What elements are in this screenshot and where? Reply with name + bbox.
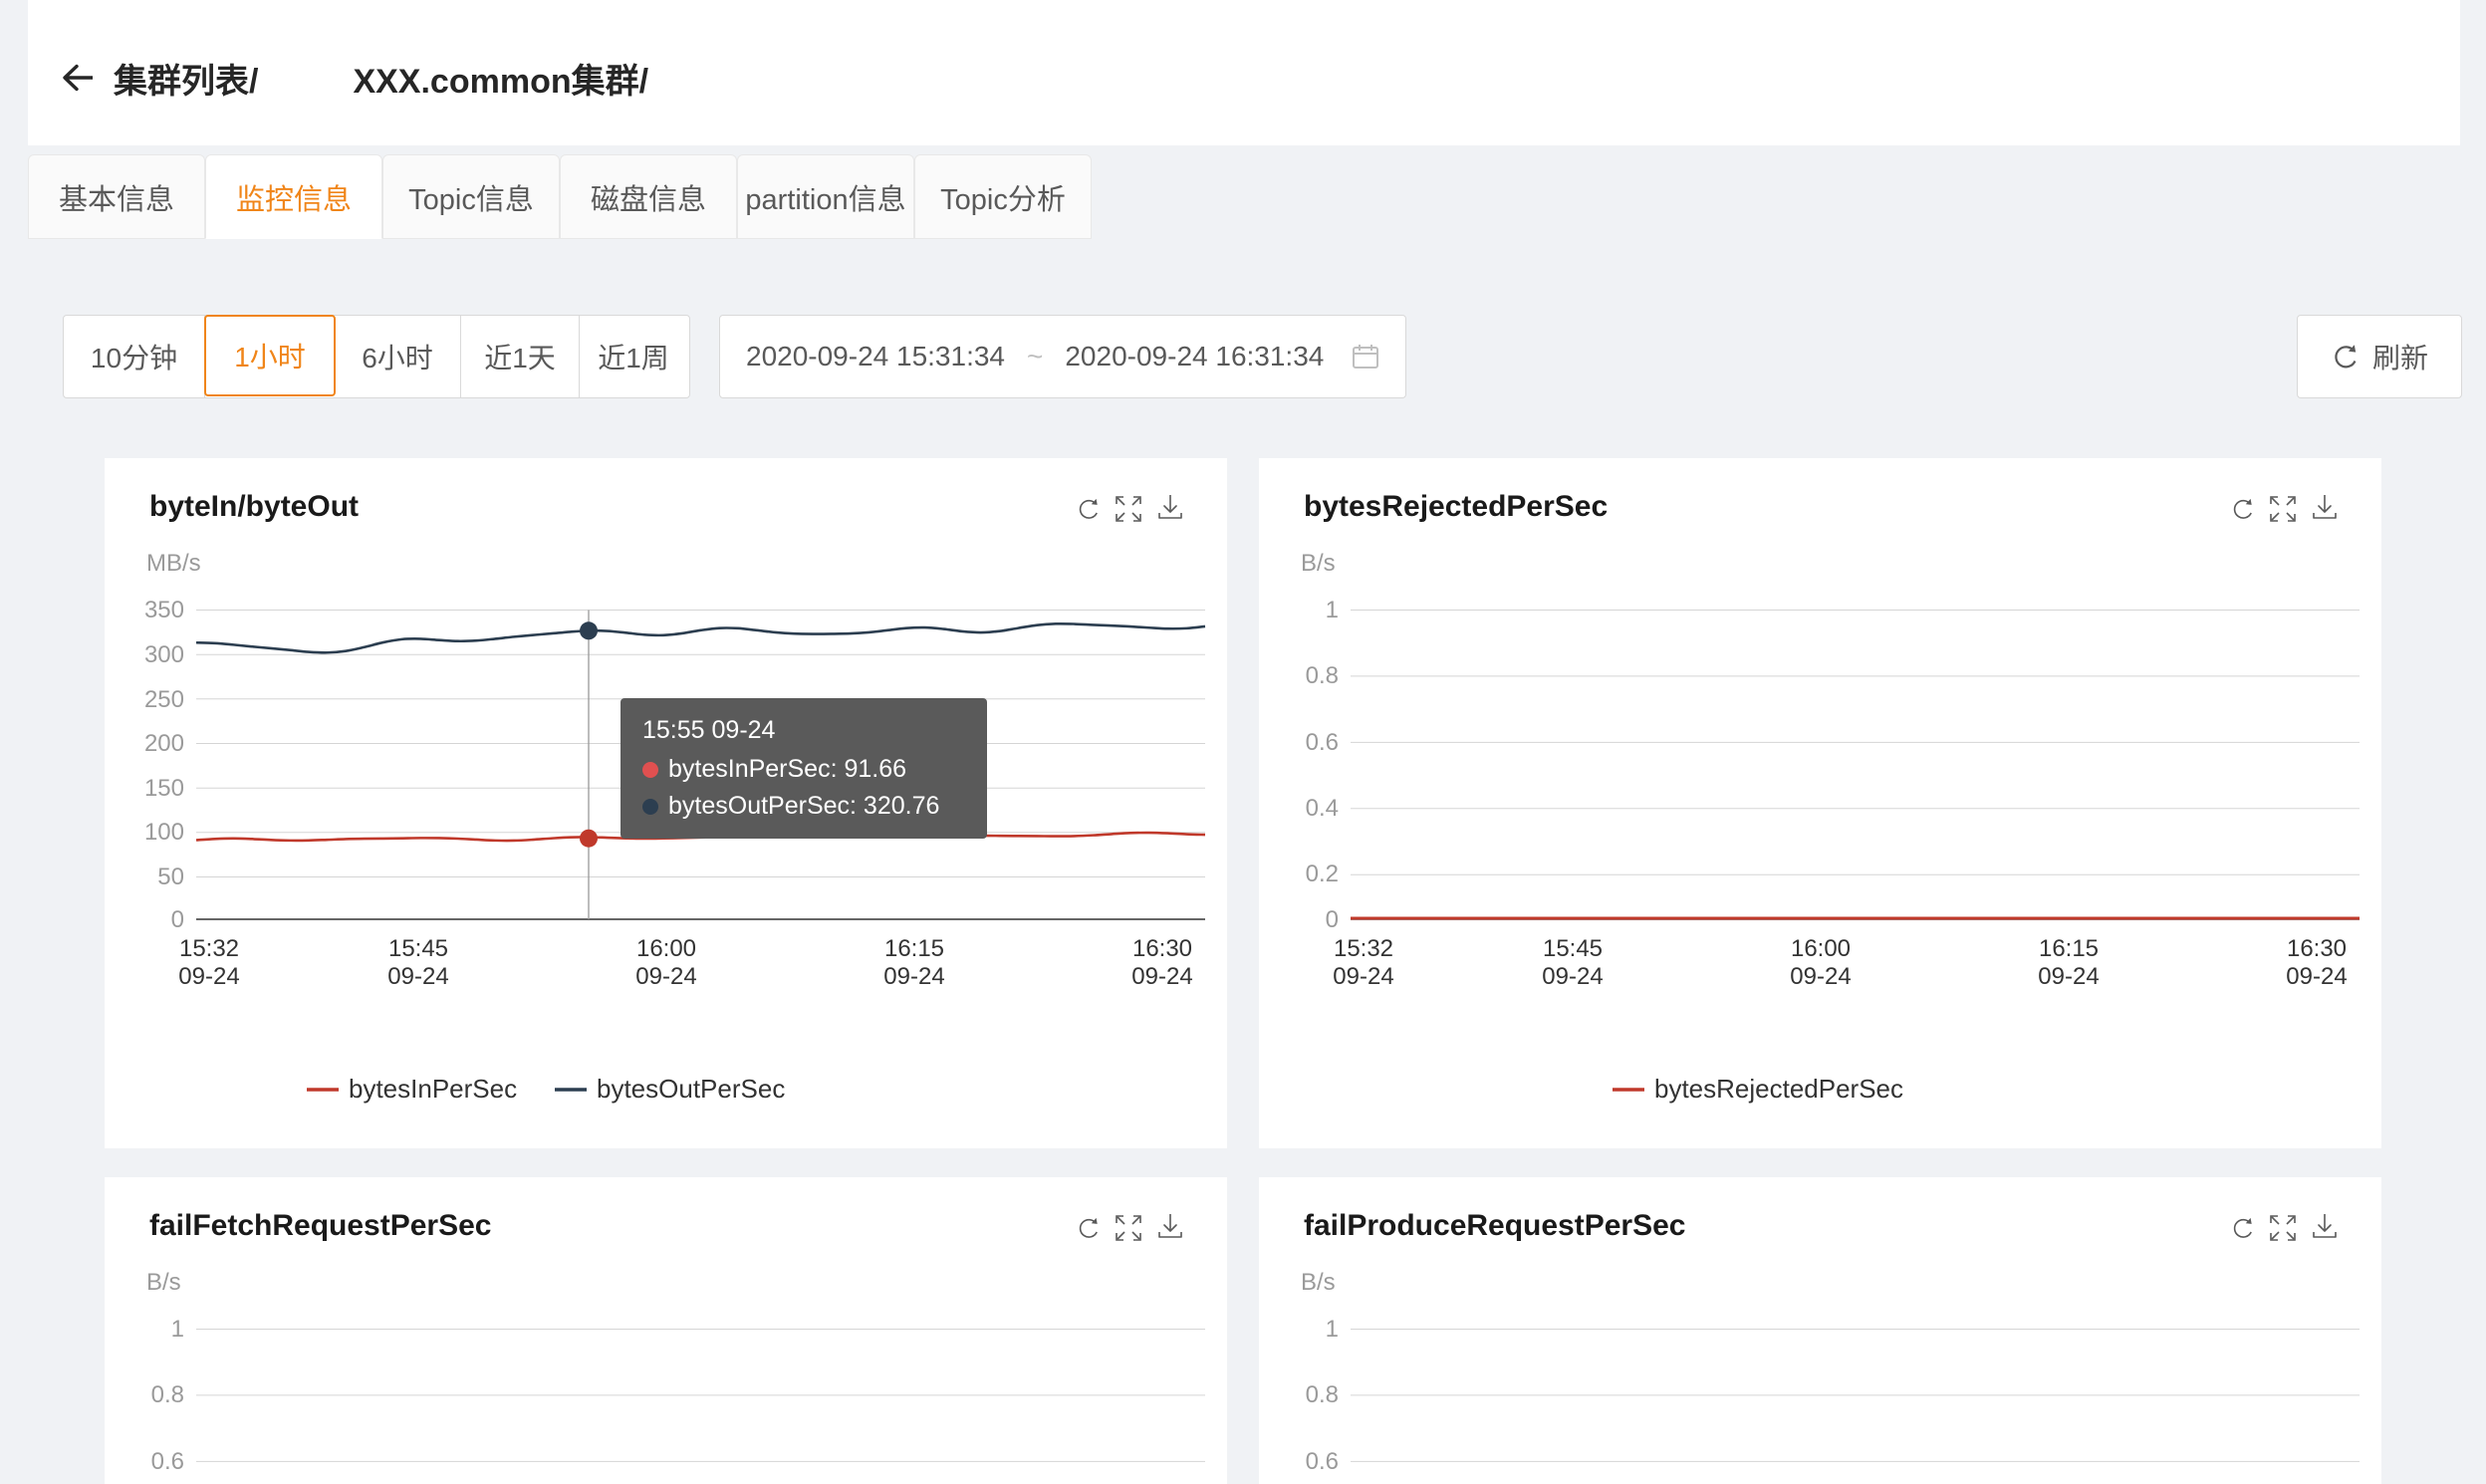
svg-text:09-24: 09-24 xyxy=(1333,963,1393,990)
svg-text:09-24: 09-24 xyxy=(1790,963,1851,990)
svg-text:16:00: 16:00 xyxy=(636,935,696,962)
svg-text:150: 150 xyxy=(144,775,184,802)
svg-text:300: 300 xyxy=(144,641,184,668)
svg-text:bytesOutPerSec: bytesOutPerSec xyxy=(597,1074,785,1104)
svg-text:15:32: 15:32 xyxy=(1334,935,1393,962)
svg-text:0.8: 0.8 xyxy=(1306,1381,1339,1408)
svg-text:bytesRejectedPerSec: bytesRejectedPerSec xyxy=(1654,1074,1903,1104)
svg-text:0.8: 0.8 xyxy=(151,1381,184,1408)
svg-text:09-24: 09-24 xyxy=(1542,963,1603,990)
svg-text:09-24: 09-24 xyxy=(387,963,448,990)
svg-text:15:45: 15:45 xyxy=(388,935,448,962)
svg-text:0.6: 0.6 xyxy=(1306,729,1339,756)
svg-text:09-24: 09-24 xyxy=(2286,963,2347,990)
svg-text:0: 0 xyxy=(1326,906,1339,933)
svg-text:200: 200 xyxy=(144,730,184,757)
svg-text:09-24: 09-24 xyxy=(883,963,944,990)
svg-text:0: 0 xyxy=(171,906,184,933)
svg-text:16:30: 16:30 xyxy=(1132,935,1192,962)
svg-text:16:00: 16:00 xyxy=(1791,935,1851,962)
svg-text:09-24: 09-24 xyxy=(1131,963,1192,990)
svg-text:100: 100 xyxy=(144,819,184,846)
svg-text:250: 250 xyxy=(144,686,184,713)
svg-text:09-24: 09-24 xyxy=(2038,963,2099,990)
svg-text:09-24: 09-24 xyxy=(178,963,239,990)
svg-text:1: 1 xyxy=(1326,1316,1339,1343)
svg-text:0.8: 0.8 xyxy=(1306,662,1339,689)
svg-text:16:15: 16:15 xyxy=(884,935,944,962)
svg-text:bytesInPerSec: bytesInPerSec xyxy=(349,1074,517,1104)
svg-text:0.6: 0.6 xyxy=(1306,1448,1339,1475)
svg-text:1: 1 xyxy=(1326,597,1339,623)
svg-text:0.2: 0.2 xyxy=(1306,861,1339,887)
svg-text:350: 350 xyxy=(144,597,184,623)
svg-text:15:45: 15:45 xyxy=(1543,935,1603,962)
svg-text:0.6: 0.6 xyxy=(151,1448,184,1475)
svg-text:16:15: 16:15 xyxy=(2039,935,2099,962)
svg-text:1: 1 xyxy=(171,1316,184,1343)
svg-text:16:30: 16:30 xyxy=(2287,935,2347,962)
svg-text:50: 50 xyxy=(157,864,184,890)
svg-text:0.4: 0.4 xyxy=(1306,795,1339,822)
svg-text:15:32: 15:32 xyxy=(179,935,239,962)
svg-text:09-24: 09-24 xyxy=(635,963,696,990)
